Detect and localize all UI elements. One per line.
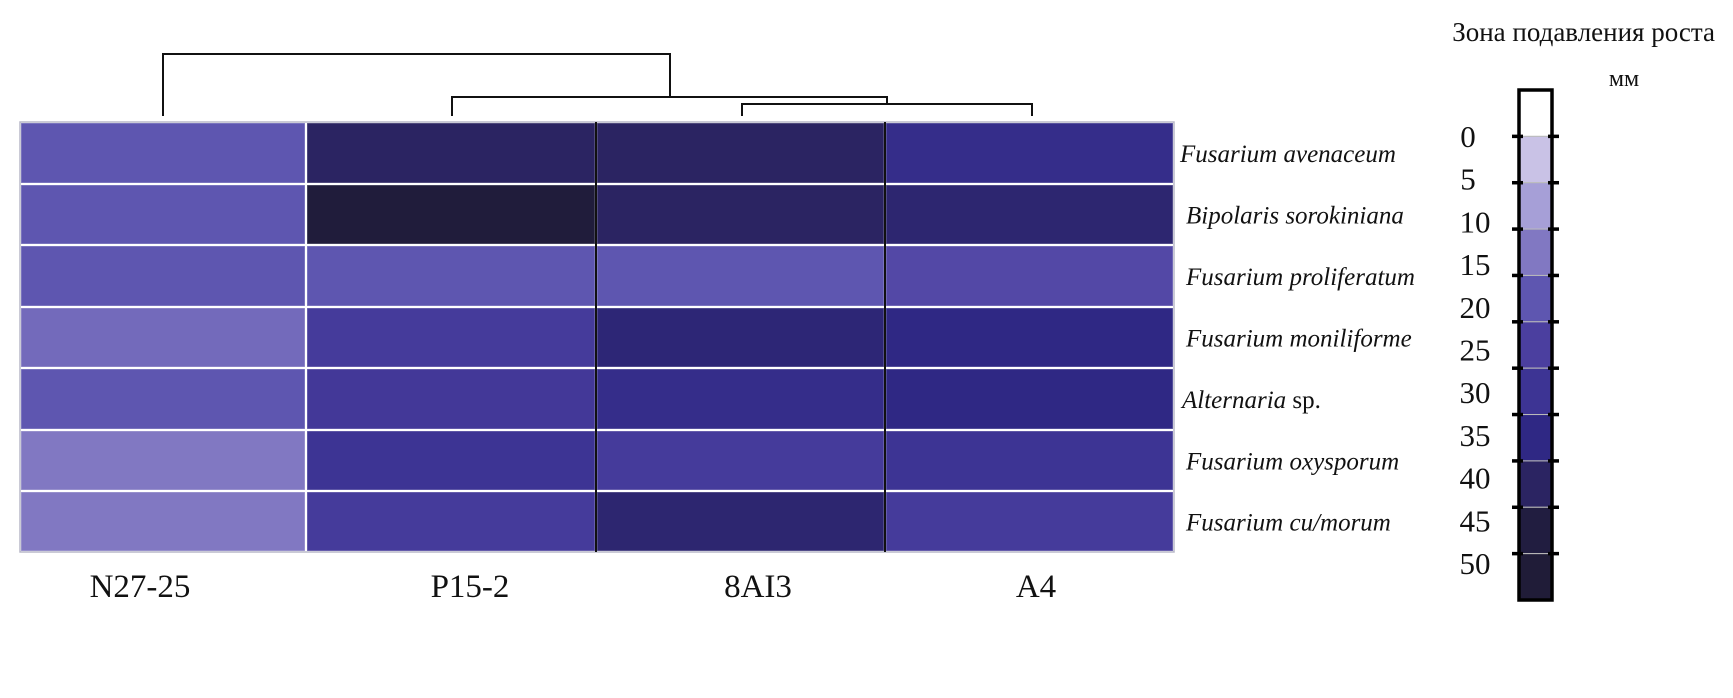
colorbar-tick-label: 40 (1460, 461, 1491, 496)
column-label: 8AI3 (724, 569, 792, 605)
row-labels: Fusarium avenaceum Bipolaris sorokiniana F… (1179, 141, 1415, 537)
colorbar-tick-label: 45 (1460, 503, 1491, 538)
heatmap-cell (596, 491, 885, 552)
heatmap-cell (596, 368, 885, 430)
column-label: N27-25 (90, 569, 191, 605)
heatmap-cell (885, 184, 1174, 245)
colorbar-swatch (1518, 414, 1553, 462)
dendrogram-branch (162, 53, 671, 116)
heatmap-cell (306, 491, 596, 552)
colorbar-tick-label: 25 (1460, 333, 1491, 368)
heatmap-cell (596, 307, 885, 368)
dendrogram (162, 53, 1033, 116)
row-label: Fusarium avenaceum (1179, 141, 1396, 168)
heatmap-cell (596, 184, 885, 245)
heatmap-cell (20, 184, 306, 245)
colorbar-swatch (1518, 228, 1553, 276)
heatmap-cell (20, 122, 306, 184)
row-label: Alternaria sp. (1180, 387, 1321, 414)
heatmap-cell (306, 307, 596, 368)
row-label: Fusarium moniliforme (1185, 326, 1412, 353)
dendrogram-branch (451, 96, 888, 116)
colorbar-swatch (1518, 274, 1553, 323)
heatmap-cell (20, 491, 306, 552)
heatmap-cell (306, 122, 596, 184)
heatmap-cell (306, 245, 596, 307)
colorbar-title: Зона подавления роста (1452, 17, 1715, 47)
colorbar-tick-label: 15 (1460, 247, 1491, 282)
column-label: P15-2 (431, 569, 510, 605)
colorbar-frame (1517, 88, 1554, 602)
heatmap-cells (19, 121, 1175, 553)
heatmap-cell (306, 430, 596, 491)
colorbar-swatch (1518, 367, 1553, 416)
heatmap-cell (885, 430, 1174, 491)
colorbar-tick-label: 5 (1460, 162, 1476, 197)
heatmap-cell (306, 184, 596, 245)
heatmap-cell (20, 245, 306, 307)
colorbar-swatch (1518, 460, 1553, 508)
colorbar: 0 5 10 15 20 25 30 35 40 45 50 (1460, 88, 1559, 602)
colorbar-tick-label: 20 (1460, 290, 1491, 325)
heatmap-cell (20, 307, 306, 368)
heatmap-cell (885, 122, 1174, 184)
row-label: Fusarium proliferatum (1185, 264, 1415, 291)
colorbar-swatch (1518, 182, 1553, 230)
heatmap-cell (885, 245, 1174, 307)
heatmap-cell (885, 491, 1174, 552)
colorbar-unit: мм (1609, 66, 1639, 92)
heatmap-cell (596, 245, 885, 307)
row-label: Bipolaris sorokiniana (1186, 203, 1404, 230)
colorbar-swatch (1518, 135, 1553, 184)
colorbar-tick-label: 50 (1460, 546, 1491, 581)
colorbar-swatch (1518, 553, 1553, 601)
heatmap-cell (596, 122, 885, 184)
heatmap-cell (20, 368, 306, 430)
colorbar-tick-label: 30 (1460, 375, 1491, 410)
row-label: Fusarium cu/morum (1185, 510, 1391, 537)
column-label: A4 (1016, 569, 1056, 605)
heatmap-cell (20, 430, 306, 491)
colorbar-tick-label: 35 (1460, 418, 1491, 453)
colorbar-swatch (1518, 321, 1553, 369)
heatmap-cell (306, 368, 596, 430)
row-label: Fusarium oxysporum (1185, 449, 1399, 476)
colorbar-swatch (1518, 89, 1553, 137)
heatmap-cell (885, 368, 1174, 430)
dendrogram-branch (741, 103, 1033, 116)
heatmap-cell (596, 430, 885, 491)
colorbar-tick-label: 10 (1460, 204, 1491, 239)
column-labels: N27-25 P15-2 8AI3 A4 (90, 569, 1057, 605)
colorbar-tick-label: 0 (1460, 119, 1476, 154)
colorbar-swatch (1518, 506, 1553, 555)
heatmap-cell (885, 307, 1174, 368)
